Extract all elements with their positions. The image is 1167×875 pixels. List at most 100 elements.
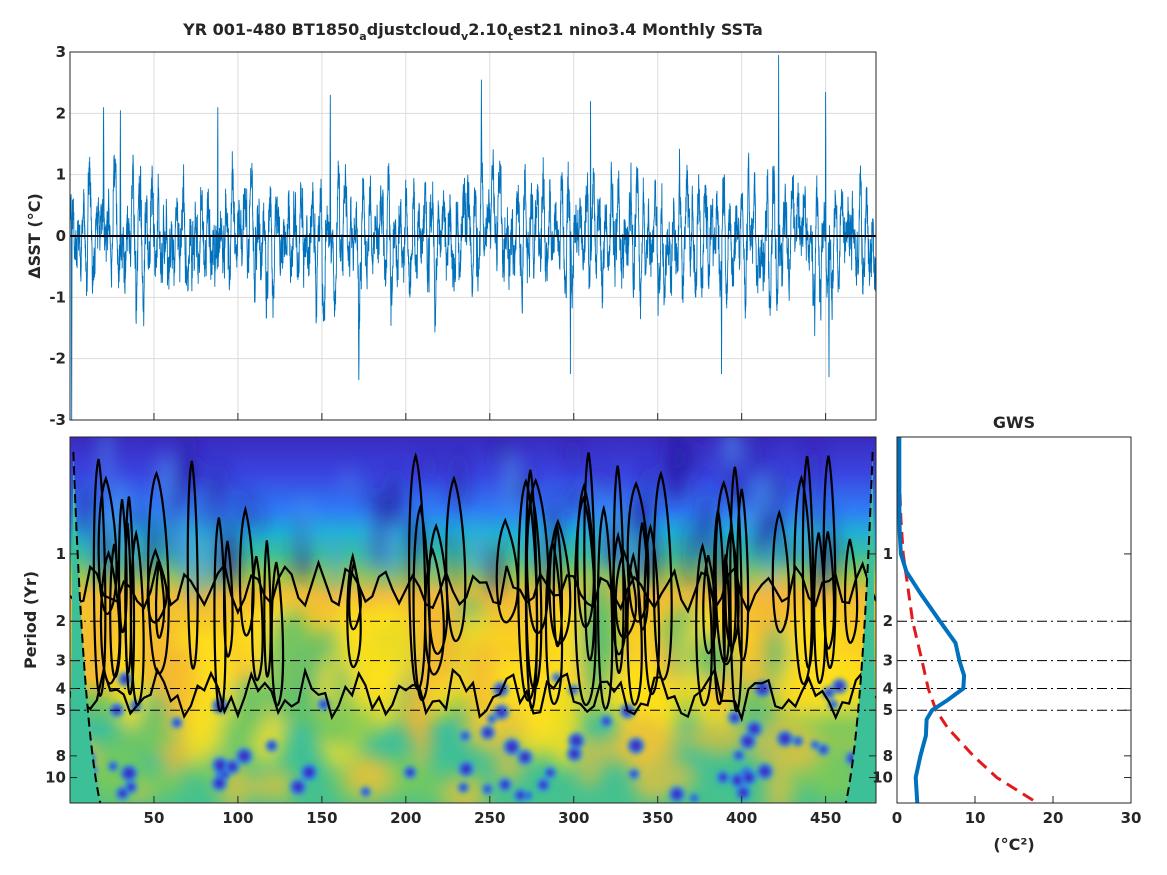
wv-ytick-label: 1 xyxy=(56,545,66,563)
low-power-spot-core xyxy=(735,752,742,759)
low-power-spot-core xyxy=(795,738,801,744)
power-blob xyxy=(297,513,305,585)
timeseries-panel: -3 -2 -1 0 1 2 3 ΔSST (°C) xyxy=(25,43,877,429)
low-power-spot-core xyxy=(825,689,833,697)
power-blob xyxy=(361,604,415,691)
power-blob xyxy=(695,441,701,482)
power-blob xyxy=(159,451,171,506)
significance-contour xyxy=(793,474,813,685)
significance-contour xyxy=(583,452,596,662)
low-power-spot-core xyxy=(671,788,683,800)
significance-contour xyxy=(154,560,166,639)
power-blob xyxy=(80,484,94,541)
low-power-spot-core xyxy=(110,763,116,769)
power-blob xyxy=(376,487,390,533)
significance-contour xyxy=(147,470,170,675)
gws-ytick-label: 8 xyxy=(883,747,893,765)
wv-xtick-label: 200 xyxy=(390,809,421,827)
low-power-spot-core xyxy=(406,768,415,777)
coi-left-line xyxy=(72,451,102,803)
significance-contour xyxy=(695,542,713,707)
significance-contour-upper xyxy=(70,559,876,616)
gws-ytick-label: 1 xyxy=(883,545,893,563)
low-power-spot-core xyxy=(569,748,580,760)
low-power-spot-core xyxy=(834,681,845,692)
power-blob xyxy=(635,780,667,801)
power-blob xyxy=(171,481,180,515)
power-blob xyxy=(389,465,402,532)
low-power-spot-core xyxy=(462,733,468,739)
gws-xtick-label: 10 xyxy=(965,809,986,827)
low-power-spot-core xyxy=(743,772,754,783)
significance-contour xyxy=(525,477,550,635)
significance-contour-lower xyxy=(70,665,876,723)
power-blob xyxy=(139,770,189,792)
significance-contour xyxy=(822,455,837,669)
power-blob xyxy=(239,483,248,534)
significance-contour xyxy=(771,509,790,634)
low-power-spot-core xyxy=(122,767,135,780)
low-power-spot-core xyxy=(484,786,491,793)
power-blob xyxy=(311,699,380,751)
gws-xtick-label: 20 xyxy=(1043,809,1064,827)
significance-contour xyxy=(97,475,118,615)
power-blob xyxy=(366,467,371,520)
power-blob xyxy=(135,720,180,752)
power-blob xyxy=(101,437,111,489)
low-power-spot-core xyxy=(292,781,304,793)
power-blob xyxy=(796,503,803,574)
ts-ytick-label: 1 xyxy=(56,166,66,184)
wv-ytick-label: 3 xyxy=(56,652,66,670)
low-power-spot-core xyxy=(546,769,554,777)
significance-contour xyxy=(495,517,519,624)
power-blob xyxy=(683,437,691,469)
significance-contour xyxy=(614,548,638,639)
power-blob xyxy=(806,751,860,798)
power-blob xyxy=(343,757,399,801)
gws-ticks: 0 10 20 30 1 2 3 4 5 8 10 xyxy=(872,545,1141,827)
gws-xlabel: (°C²) xyxy=(993,835,1034,854)
low-power-spot-core xyxy=(730,713,739,722)
power-blob xyxy=(336,598,365,672)
low-power-spot-core xyxy=(819,746,827,754)
wavelet-power-field xyxy=(70,437,876,803)
significance-contour xyxy=(702,555,717,655)
significance-contour xyxy=(99,549,121,685)
low-power-spot-core xyxy=(173,719,180,726)
wv-ytick-label: 5 xyxy=(56,701,66,719)
gws-ytick-label: 5 xyxy=(883,701,893,719)
power-blob xyxy=(767,468,776,507)
power-blob xyxy=(666,437,673,509)
low-power-spot-core xyxy=(539,780,548,790)
gws-ytick-label: 10 xyxy=(872,769,893,787)
significance-contour xyxy=(611,531,628,656)
gws-title: GWS xyxy=(993,413,1035,432)
low-power-spot-core xyxy=(756,683,769,695)
power-blob xyxy=(174,506,185,581)
power-blob xyxy=(344,469,352,490)
significance-contour xyxy=(637,522,650,631)
power-blob xyxy=(363,515,371,590)
significance-contour xyxy=(822,531,836,650)
low-power-spot-core xyxy=(460,763,472,775)
wv-xtick-label: 250 xyxy=(474,809,505,827)
significance-contour xyxy=(186,460,199,670)
low-power-spot-core xyxy=(500,780,510,789)
power-blob xyxy=(642,459,651,521)
significance-contour xyxy=(596,504,614,710)
power-blob xyxy=(752,439,761,478)
low-power-spot-core xyxy=(742,735,754,747)
significance-contour xyxy=(238,505,255,637)
power-blob xyxy=(329,528,340,596)
power-blob xyxy=(824,506,831,530)
power-blob xyxy=(810,437,818,509)
wv-xtick-label: 350 xyxy=(642,809,673,827)
low-power-spot-core xyxy=(738,787,749,798)
low-power-spot-core xyxy=(482,727,493,738)
power-blob xyxy=(700,492,713,555)
ts-ytick-label: 0 xyxy=(56,227,66,245)
low-power-spot-core xyxy=(214,778,225,789)
low-power-spot-core xyxy=(748,723,760,735)
ts-ytick-label: 2 xyxy=(56,104,66,122)
